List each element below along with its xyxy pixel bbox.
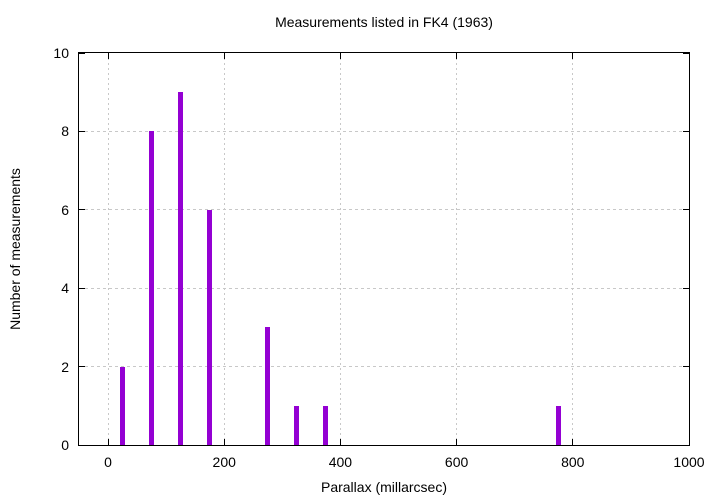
y-tick-8 [79, 130, 85, 132]
y-tick-label-10: 10 [53, 45, 69, 61]
y-axis-label-text: Number of measurements [7, 168, 23, 330]
x-tick-1000 [688, 439, 690, 445]
x-tick-200 [223, 439, 225, 445]
x-tick-label-600: 600 [444, 454, 469, 470]
grid-line-y-6 [79, 209, 689, 211]
y-tick-6 [79, 209, 85, 211]
bar-775 [555, 405, 561, 445]
y-tick-label-6: 6 [61, 201, 69, 218]
bar-325 [294, 405, 300, 445]
grid-line-x-0 [107, 53, 109, 445]
x-tick-label-400: 400 [328, 454, 353, 470]
y-tick-label-2: 2 [61, 358, 69, 375]
y-tick-right-4 [683, 287, 689, 289]
x-tick-top-800 [572, 53, 574, 59]
bar-25 [120, 366, 126, 445]
chart-title: Measurements listed in FK4 (1963) [275, 14, 493, 30]
bar-375 [323, 405, 329, 445]
x-tick-800 [572, 439, 574, 445]
x-tick-top-200 [223, 53, 225, 59]
grid-line-y-2 [79, 366, 689, 368]
y-tick-right-6 [683, 209, 689, 211]
grid-line-x-600 [456, 53, 458, 445]
y-axis-label: Number of measurements [0, 52, 30, 446]
x-axis-label: Parallax (millarcsec) [320, 479, 448, 495]
ticks-layer [79, 52, 690, 446]
y-tick-right-2 [683, 366, 689, 368]
y-tick-right-10 [683, 52, 689, 54]
x-tick-label-0: 0 [104, 454, 112, 470]
grid-line-x-400 [339, 53, 341, 445]
grid-line-x-800 [572, 53, 574, 445]
grid-line-y-8 [79, 130, 689, 132]
x-tick-600 [456, 439, 458, 445]
x-tick-label-800: 800 [561, 454, 585, 470]
grid-line-y-4 [79, 287, 689, 289]
gridlines-layer [79, 53, 689, 445]
x-tick-0 [107, 439, 109, 445]
x-tick-label-1000: 1000 [673, 454, 705, 470]
y-tick-4 [79, 287, 85, 289]
y-tick-label-4: 4 [61, 280, 69, 297]
x-tick-top-400 [339, 53, 341, 59]
x-tick-top-1000 [688, 53, 690, 59]
x-tick-label-200: 200 [212, 454, 236, 470]
x-tick-top-600 [456, 53, 458, 59]
y-tick-10 [79, 52, 85, 54]
x-tick-400 [339, 439, 341, 445]
bar-75 [149, 131, 155, 445]
plot-area [78, 52, 690, 446]
bar-275 [265, 327, 271, 445]
bar-175 [207, 209, 213, 445]
y-tick-label-0: 0 [61, 437, 69, 453]
y-tick-right-8 [683, 130, 689, 132]
x-tick-top-0 [107, 53, 109, 59]
grid-line-x-200 [223, 53, 225, 445]
bar-125 [178, 92, 184, 445]
bars-layer [79, 53, 689, 445]
y-tick-label-8: 8 [61, 123, 69, 140]
y-tick-2 [79, 366, 85, 368]
y-tick-0 [79, 444, 85, 446]
y-tick-right-0 [683, 444, 689, 446]
